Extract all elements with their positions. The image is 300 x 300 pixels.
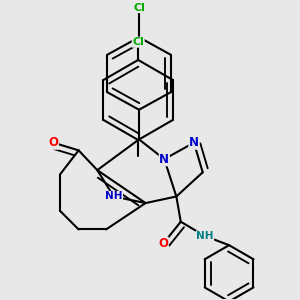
Text: Cl: Cl bbox=[133, 3, 145, 13]
Text: O: O bbox=[158, 237, 168, 250]
Text: O: O bbox=[48, 136, 59, 149]
Text: NH: NH bbox=[105, 191, 122, 202]
Text: Cl: Cl bbox=[132, 37, 144, 47]
Text: N: N bbox=[189, 136, 199, 149]
Text: NH: NH bbox=[196, 231, 214, 241]
Text: N: N bbox=[159, 153, 169, 166]
